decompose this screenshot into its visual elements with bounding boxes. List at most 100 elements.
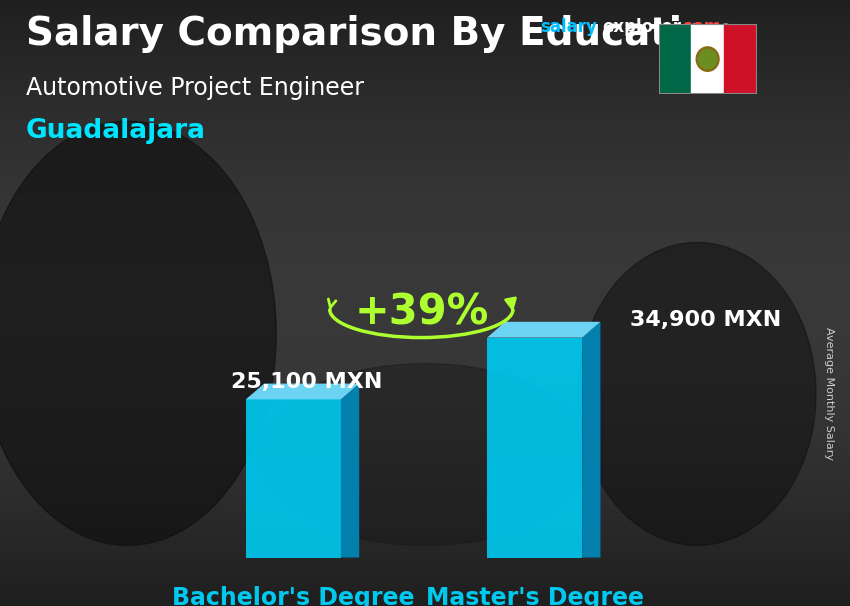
Bar bbox=[0, 430, 850, 436]
Bar bbox=[0, 473, 850, 479]
Bar bbox=[0, 545, 850, 551]
Bar bbox=[0, 121, 850, 127]
Text: explorer: explorer bbox=[603, 18, 682, 36]
Bar bbox=[0, 436, 850, 442]
Ellipse shape bbox=[578, 242, 816, 545]
Bar bbox=[0, 73, 850, 79]
Bar bbox=[0, 248, 850, 255]
Bar bbox=[0, 551, 850, 558]
Bar bbox=[0, 67, 850, 73]
Bar bbox=[0, 315, 850, 321]
Bar bbox=[0, 448, 850, 454]
Bar bbox=[0, 279, 850, 285]
Bar bbox=[724, 24, 756, 94]
Bar bbox=[0, 461, 850, 467]
Bar bbox=[0, 570, 850, 576]
Text: .com: .com bbox=[677, 18, 722, 36]
Bar bbox=[0, 200, 850, 206]
Bar bbox=[0, 582, 850, 588]
Bar bbox=[0, 273, 850, 279]
Bar bbox=[0, 170, 850, 176]
Bar bbox=[0, 351, 850, 358]
Bar bbox=[0, 533, 850, 539]
Bar bbox=[0, 345, 850, 351]
Bar bbox=[0, 236, 850, 242]
Bar bbox=[0, 188, 850, 194]
Bar bbox=[0, 485, 850, 491]
Bar bbox=[0, 109, 850, 115]
Bar bbox=[0, 79, 850, 85]
Bar bbox=[0, 503, 850, 509]
Bar bbox=[0, 364, 850, 370]
Polygon shape bbox=[246, 384, 360, 399]
Polygon shape bbox=[487, 322, 600, 338]
Text: salary: salary bbox=[540, 18, 597, 36]
Polygon shape bbox=[487, 338, 582, 558]
Text: Automotive Project Engineer: Automotive Project Engineer bbox=[26, 76, 364, 100]
Bar bbox=[0, 588, 850, 594]
Bar bbox=[0, 491, 850, 497]
Bar bbox=[0, 382, 850, 388]
Ellipse shape bbox=[255, 364, 595, 545]
Bar bbox=[0, 36, 850, 42]
Polygon shape bbox=[341, 384, 360, 558]
Bar bbox=[0, 406, 850, 412]
Bar bbox=[0, 61, 850, 67]
Bar bbox=[0, 333, 850, 339]
Bar bbox=[0, 388, 850, 394]
Bar bbox=[0, 42, 850, 48]
Bar bbox=[0, 267, 850, 273]
Polygon shape bbox=[582, 322, 600, 558]
Text: Bachelor's Degree: Bachelor's Degree bbox=[173, 586, 415, 606]
Bar bbox=[0, 0, 850, 6]
Bar bbox=[0, 297, 850, 303]
Bar bbox=[0, 91, 850, 97]
Bar bbox=[0, 115, 850, 121]
Bar bbox=[0, 145, 850, 152]
Bar bbox=[0, 418, 850, 424]
Bar bbox=[0, 376, 850, 382]
Ellipse shape bbox=[0, 121, 276, 545]
Bar bbox=[0, 291, 850, 297]
Polygon shape bbox=[246, 399, 341, 558]
Bar bbox=[0, 194, 850, 200]
Bar bbox=[0, 48, 850, 55]
Bar bbox=[0, 224, 850, 230]
Bar bbox=[0, 18, 850, 24]
Bar bbox=[0, 497, 850, 503]
Bar bbox=[0, 133, 850, 139]
Circle shape bbox=[696, 47, 719, 72]
Text: +39%: +39% bbox=[354, 291, 489, 333]
Bar bbox=[0, 6, 850, 12]
Bar bbox=[0, 97, 850, 103]
Circle shape bbox=[699, 49, 717, 69]
Text: 34,900 MXN: 34,900 MXN bbox=[630, 310, 781, 330]
Text: Salary Comparison By Education: Salary Comparison By Education bbox=[26, 15, 736, 53]
Bar bbox=[0, 309, 850, 315]
Bar bbox=[0, 339, 850, 345]
Bar bbox=[0, 24, 850, 30]
Bar bbox=[0, 412, 850, 418]
Bar bbox=[0, 594, 850, 600]
Bar bbox=[691, 24, 724, 94]
Bar bbox=[0, 539, 850, 545]
Bar bbox=[0, 479, 850, 485]
Bar bbox=[0, 303, 850, 309]
Bar bbox=[0, 442, 850, 448]
Bar bbox=[0, 509, 850, 515]
Text: Master's Degree: Master's Degree bbox=[426, 586, 643, 606]
Bar bbox=[0, 261, 850, 267]
Bar bbox=[0, 576, 850, 582]
Bar bbox=[0, 564, 850, 570]
Bar bbox=[0, 515, 850, 521]
Text: Guadalajara: Guadalajara bbox=[26, 118, 206, 144]
Bar bbox=[0, 55, 850, 61]
Bar bbox=[0, 12, 850, 18]
Bar bbox=[0, 127, 850, 133]
Bar bbox=[0, 394, 850, 400]
Bar bbox=[0, 285, 850, 291]
Bar bbox=[0, 230, 850, 236]
Bar bbox=[0, 424, 850, 430]
Bar bbox=[0, 600, 850, 606]
Bar bbox=[0, 467, 850, 473]
